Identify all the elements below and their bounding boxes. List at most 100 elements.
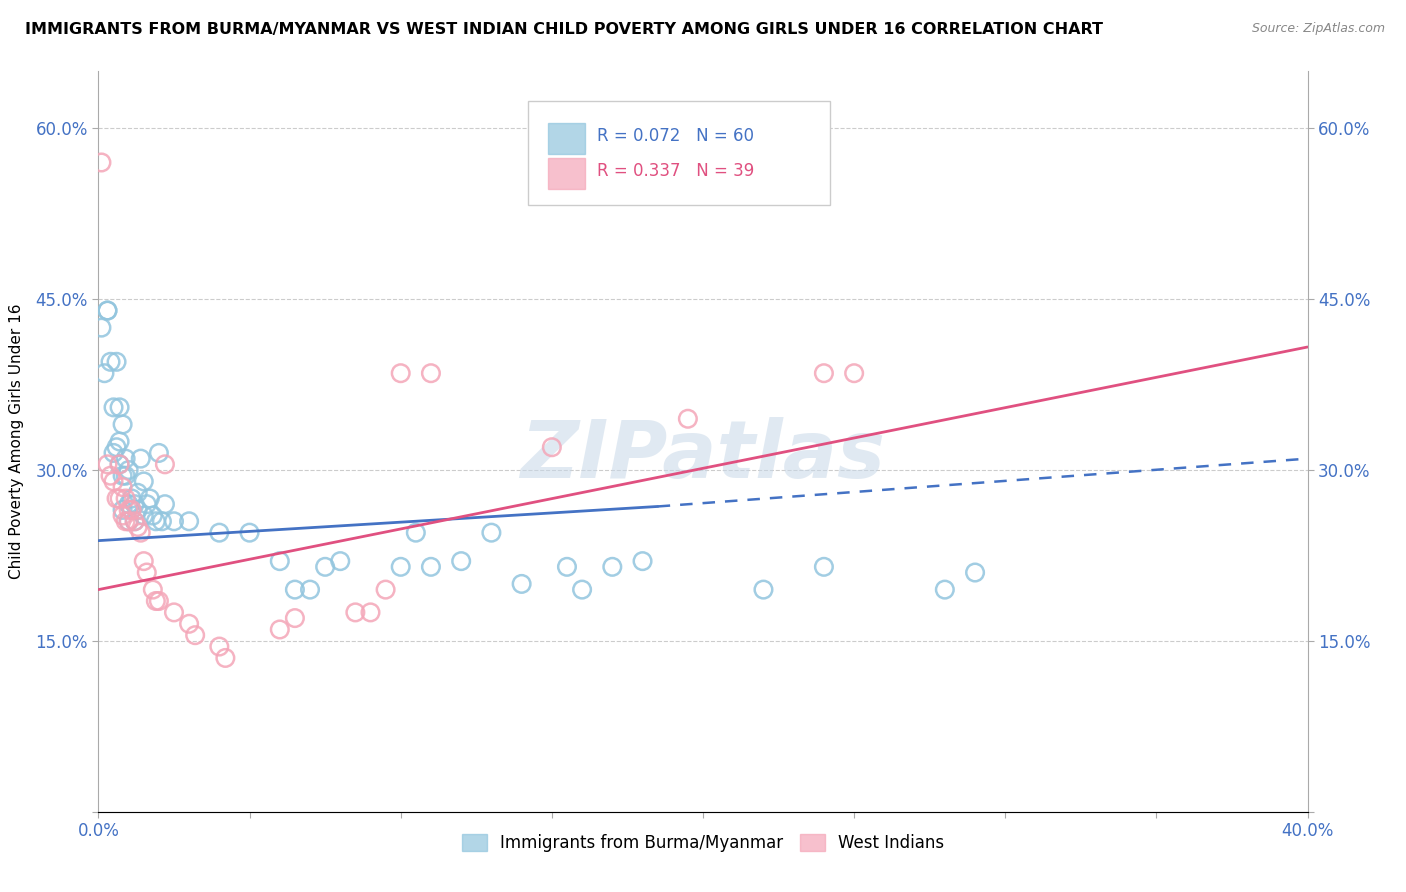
Point	[118, 463, 141, 477]
Point	[153, 458, 176, 472]
Point	[127, 520, 149, 534]
FancyBboxPatch shape	[527, 101, 830, 204]
Point	[100, 355, 122, 369]
Point	[129, 525, 152, 540]
Legend: Immigrants from Burma/Myanmar, West Indians: Immigrants from Burma/Myanmar, West Indi…	[456, 828, 950, 859]
Point	[163, 606, 186, 620]
Point	[179, 616, 201, 631]
Point	[108, 434, 131, 449]
Point	[145, 514, 167, 528]
Point	[103, 401, 125, 415]
Point	[813, 366, 835, 380]
Point	[108, 458, 131, 472]
Point	[752, 582, 775, 597]
Point	[344, 606, 367, 620]
Point	[360, 606, 382, 620]
Point	[118, 497, 141, 511]
Point	[555, 559, 578, 574]
Point	[105, 440, 128, 454]
Point	[163, 514, 186, 528]
Text: IMMIGRANTS FROM BURMA/MYANMAR VS WEST INDIAN CHILD POVERTY AMONG GIRLS UNDER 16 : IMMIGRANTS FROM BURMA/MYANMAR VS WEST IN…	[25, 22, 1104, 37]
Point	[105, 491, 128, 506]
Point	[135, 497, 157, 511]
Point	[153, 497, 176, 511]
Point	[813, 559, 835, 574]
Point	[118, 514, 141, 528]
Point	[142, 508, 165, 523]
Point	[269, 623, 291, 637]
Point	[105, 355, 128, 369]
Point	[844, 366, 866, 380]
Point	[540, 440, 562, 454]
Point	[121, 491, 143, 506]
Point	[676, 411, 699, 425]
Point	[389, 559, 412, 574]
Point	[132, 475, 155, 489]
Point	[150, 514, 173, 528]
Text: R = 0.072   N = 60: R = 0.072 N = 60	[596, 127, 754, 145]
Point	[124, 514, 146, 528]
Point	[450, 554, 472, 568]
Point	[481, 525, 503, 540]
Point	[965, 566, 987, 580]
Point	[90, 155, 112, 169]
Point	[934, 582, 956, 597]
Point	[269, 554, 291, 568]
Point	[108, 491, 131, 506]
Text: Source: ZipAtlas.com: Source: ZipAtlas.com	[1251, 22, 1385, 36]
Point	[111, 503, 134, 517]
Point	[389, 366, 412, 380]
Point	[127, 485, 149, 500]
Point	[129, 451, 152, 466]
Point	[510, 577, 533, 591]
Point	[96, 303, 118, 318]
Point	[114, 514, 136, 528]
Point	[103, 475, 125, 489]
Point	[103, 446, 125, 460]
Point	[420, 559, 443, 574]
Point	[111, 468, 134, 483]
Point	[96, 303, 118, 318]
Point	[111, 417, 134, 432]
Bar	[548, 123, 585, 154]
Point	[114, 451, 136, 466]
Point	[239, 525, 262, 540]
Point	[139, 491, 162, 506]
Text: ZIPatlas: ZIPatlas	[520, 417, 886, 495]
Point	[405, 525, 427, 540]
Point	[124, 497, 146, 511]
Point	[121, 503, 143, 517]
Point	[100, 468, 122, 483]
Point	[124, 514, 146, 528]
Point	[114, 491, 136, 506]
Point	[108, 458, 131, 472]
Point	[121, 503, 143, 517]
Point	[132, 554, 155, 568]
Text: R = 0.337   N = 39: R = 0.337 N = 39	[596, 161, 754, 179]
Point	[184, 628, 207, 642]
Point	[631, 554, 654, 568]
Point	[284, 582, 307, 597]
Point	[145, 594, 167, 608]
Point	[179, 514, 201, 528]
Point	[127, 503, 149, 517]
Point	[208, 525, 231, 540]
Point	[132, 508, 155, 523]
Point	[420, 366, 443, 380]
Point	[114, 468, 136, 483]
Point	[111, 508, 134, 523]
Bar	[548, 158, 585, 189]
Point	[314, 559, 336, 574]
Point	[329, 554, 352, 568]
Point	[118, 514, 141, 528]
Point	[284, 611, 307, 625]
Point	[214, 651, 236, 665]
Point	[93, 366, 115, 380]
Point	[111, 480, 134, 494]
Point	[142, 582, 165, 597]
Point	[148, 594, 170, 608]
Point	[108, 401, 131, 415]
Point	[135, 566, 157, 580]
Point	[118, 503, 141, 517]
Point	[374, 582, 396, 597]
